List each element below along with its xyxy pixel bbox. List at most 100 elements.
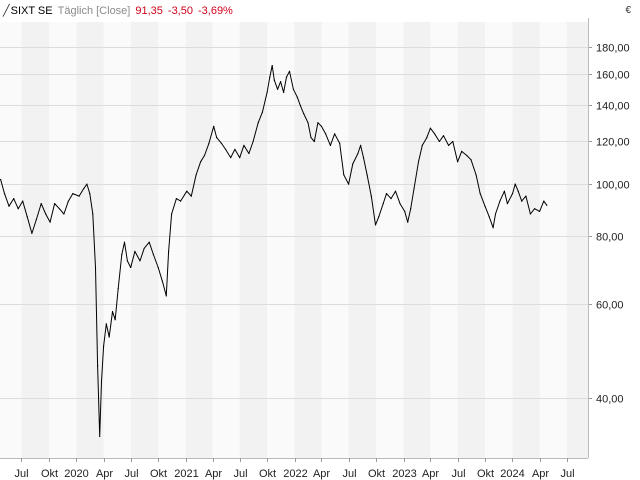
price-point	[94, 266, 97, 269]
price-point	[123, 241, 126, 243]
x-tick-label: Apr	[532, 468, 549, 480]
y-tick-label: 100,00	[596, 180, 630, 192]
price-point	[499, 200, 501, 202]
price-point	[89, 193, 91, 195]
price-point	[72, 193, 74, 195]
price-point	[31, 232, 33, 234]
price-point	[362, 157, 365, 159]
price-point	[99, 435, 101, 437]
time-band	[566, 22, 588, 458]
price-point	[45, 213, 47, 215]
y-tick-label: 160,00	[596, 70, 630, 82]
x-tick-label: Jul	[560, 468, 574, 480]
price-point	[303, 113, 305, 115]
y-tick-label: 40,00	[596, 394, 624, 406]
price-point	[230, 157, 232, 159]
price-point	[190, 195, 192, 197]
price-point	[49, 221, 51, 223]
time-band	[185, 22, 213, 458]
x-tick-label: Okt	[41, 468, 58, 480]
price-point	[348, 183, 350, 185]
price-point	[370, 195, 372, 197]
price-point	[394, 190, 397, 192]
price-change-percent: -3,69%	[197, 5, 233, 17]
price-point	[475, 174, 477, 176]
time-band	[21, 22, 49, 458]
price-point	[310, 137, 312, 139]
price-point	[484, 205, 486, 207]
price-point	[78, 195, 80, 197]
price-point	[234, 148, 236, 150]
price-point	[3, 193, 6, 195]
price-point	[134, 250, 136, 252]
price-point	[243, 144, 245, 146]
time-band	[294, 22, 322, 458]
price-point	[429, 127, 431, 129]
price-point	[457, 161, 459, 163]
x-tick-label: Okt	[150, 468, 167, 480]
price-point	[195, 174, 197, 176]
price-point	[103, 345, 105, 347]
price-point	[280, 81, 282, 83]
price-point	[180, 200, 182, 202]
price-point	[442, 135, 445, 137]
x-tick-label: 2022	[283, 468, 307, 480]
price-point	[200, 161, 202, 163]
price-point	[366, 174, 368, 176]
price-point	[452, 140, 454, 143]
price-point	[152, 253, 154, 256]
currency-label: €	[625, 5, 631, 16]
x-tick-label: Jul	[124, 468, 138, 480]
price-point	[63, 213, 65, 215]
price-point	[352, 163, 354, 165]
price-point	[97, 365, 99, 367]
time-band	[512, 22, 540, 458]
price-point	[325, 133, 327, 135]
price-point	[543, 200, 545, 202]
price-point	[257, 122, 259, 124]
price-point	[334, 133, 336, 135]
price-point	[417, 161, 420, 163]
price-point	[8, 205, 10, 207]
price-point	[239, 157, 241, 159]
x-tick-label: Okt	[259, 468, 276, 480]
price-point	[248, 152, 250, 155]
price-point	[466, 154, 468, 157]
price-point	[339, 142, 341, 144]
price-point	[438, 140, 440, 143]
price-point	[35, 218, 38, 220]
price-point	[100, 380, 103, 383]
price-point	[461, 150, 463, 152]
price-point	[488, 216, 490, 218]
price-change: -3,50	[167, 5, 193, 17]
price-point	[273, 79, 275, 81]
price-point	[448, 144, 450, 146]
price-point	[399, 203, 401, 205]
price-point	[108, 336, 110, 338]
price-point	[506, 203, 508, 205]
price-point	[186, 190, 188, 192]
price-point	[503, 190, 505, 192]
price-point	[22, 200, 24, 202]
y-tick-label: 120,00	[596, 137, 630, 149]
price-point	[421, 144, 423, 146]
x-tick-label: Apr	[205, 468, 222, 480]
time-band	[457, 22, 486, 458]
price-point	[511, 193, 514, 195]
price-point	[157, 266, 159, 269]
time-band	[130, 22, 159, 458]
price-point	[521, 200, 523, 202]
last-price: 91,35	[135, 5, 163, 17]
time-band	[76, 22, 104, 458]
period-label: Täglich [Close]	[57, 5, 131, 17]
price-point	[111, 310, 114, 313]
price-point	[26, 216, 28, 218]
price-point	[225, 148, 227, 150]
x-tick-label: Apr	[422, 468, 439, 480]
price-point	[130, 266, 132, 269]
price-point	[168, 250, 170, 252]
x-tick-label: 2021	[174, 468, 198, 480]
price-point	[313, 140, 315, 143]
price-point	[54, 203, 56, 205]
price-point	[161, 280, 163, 282]
